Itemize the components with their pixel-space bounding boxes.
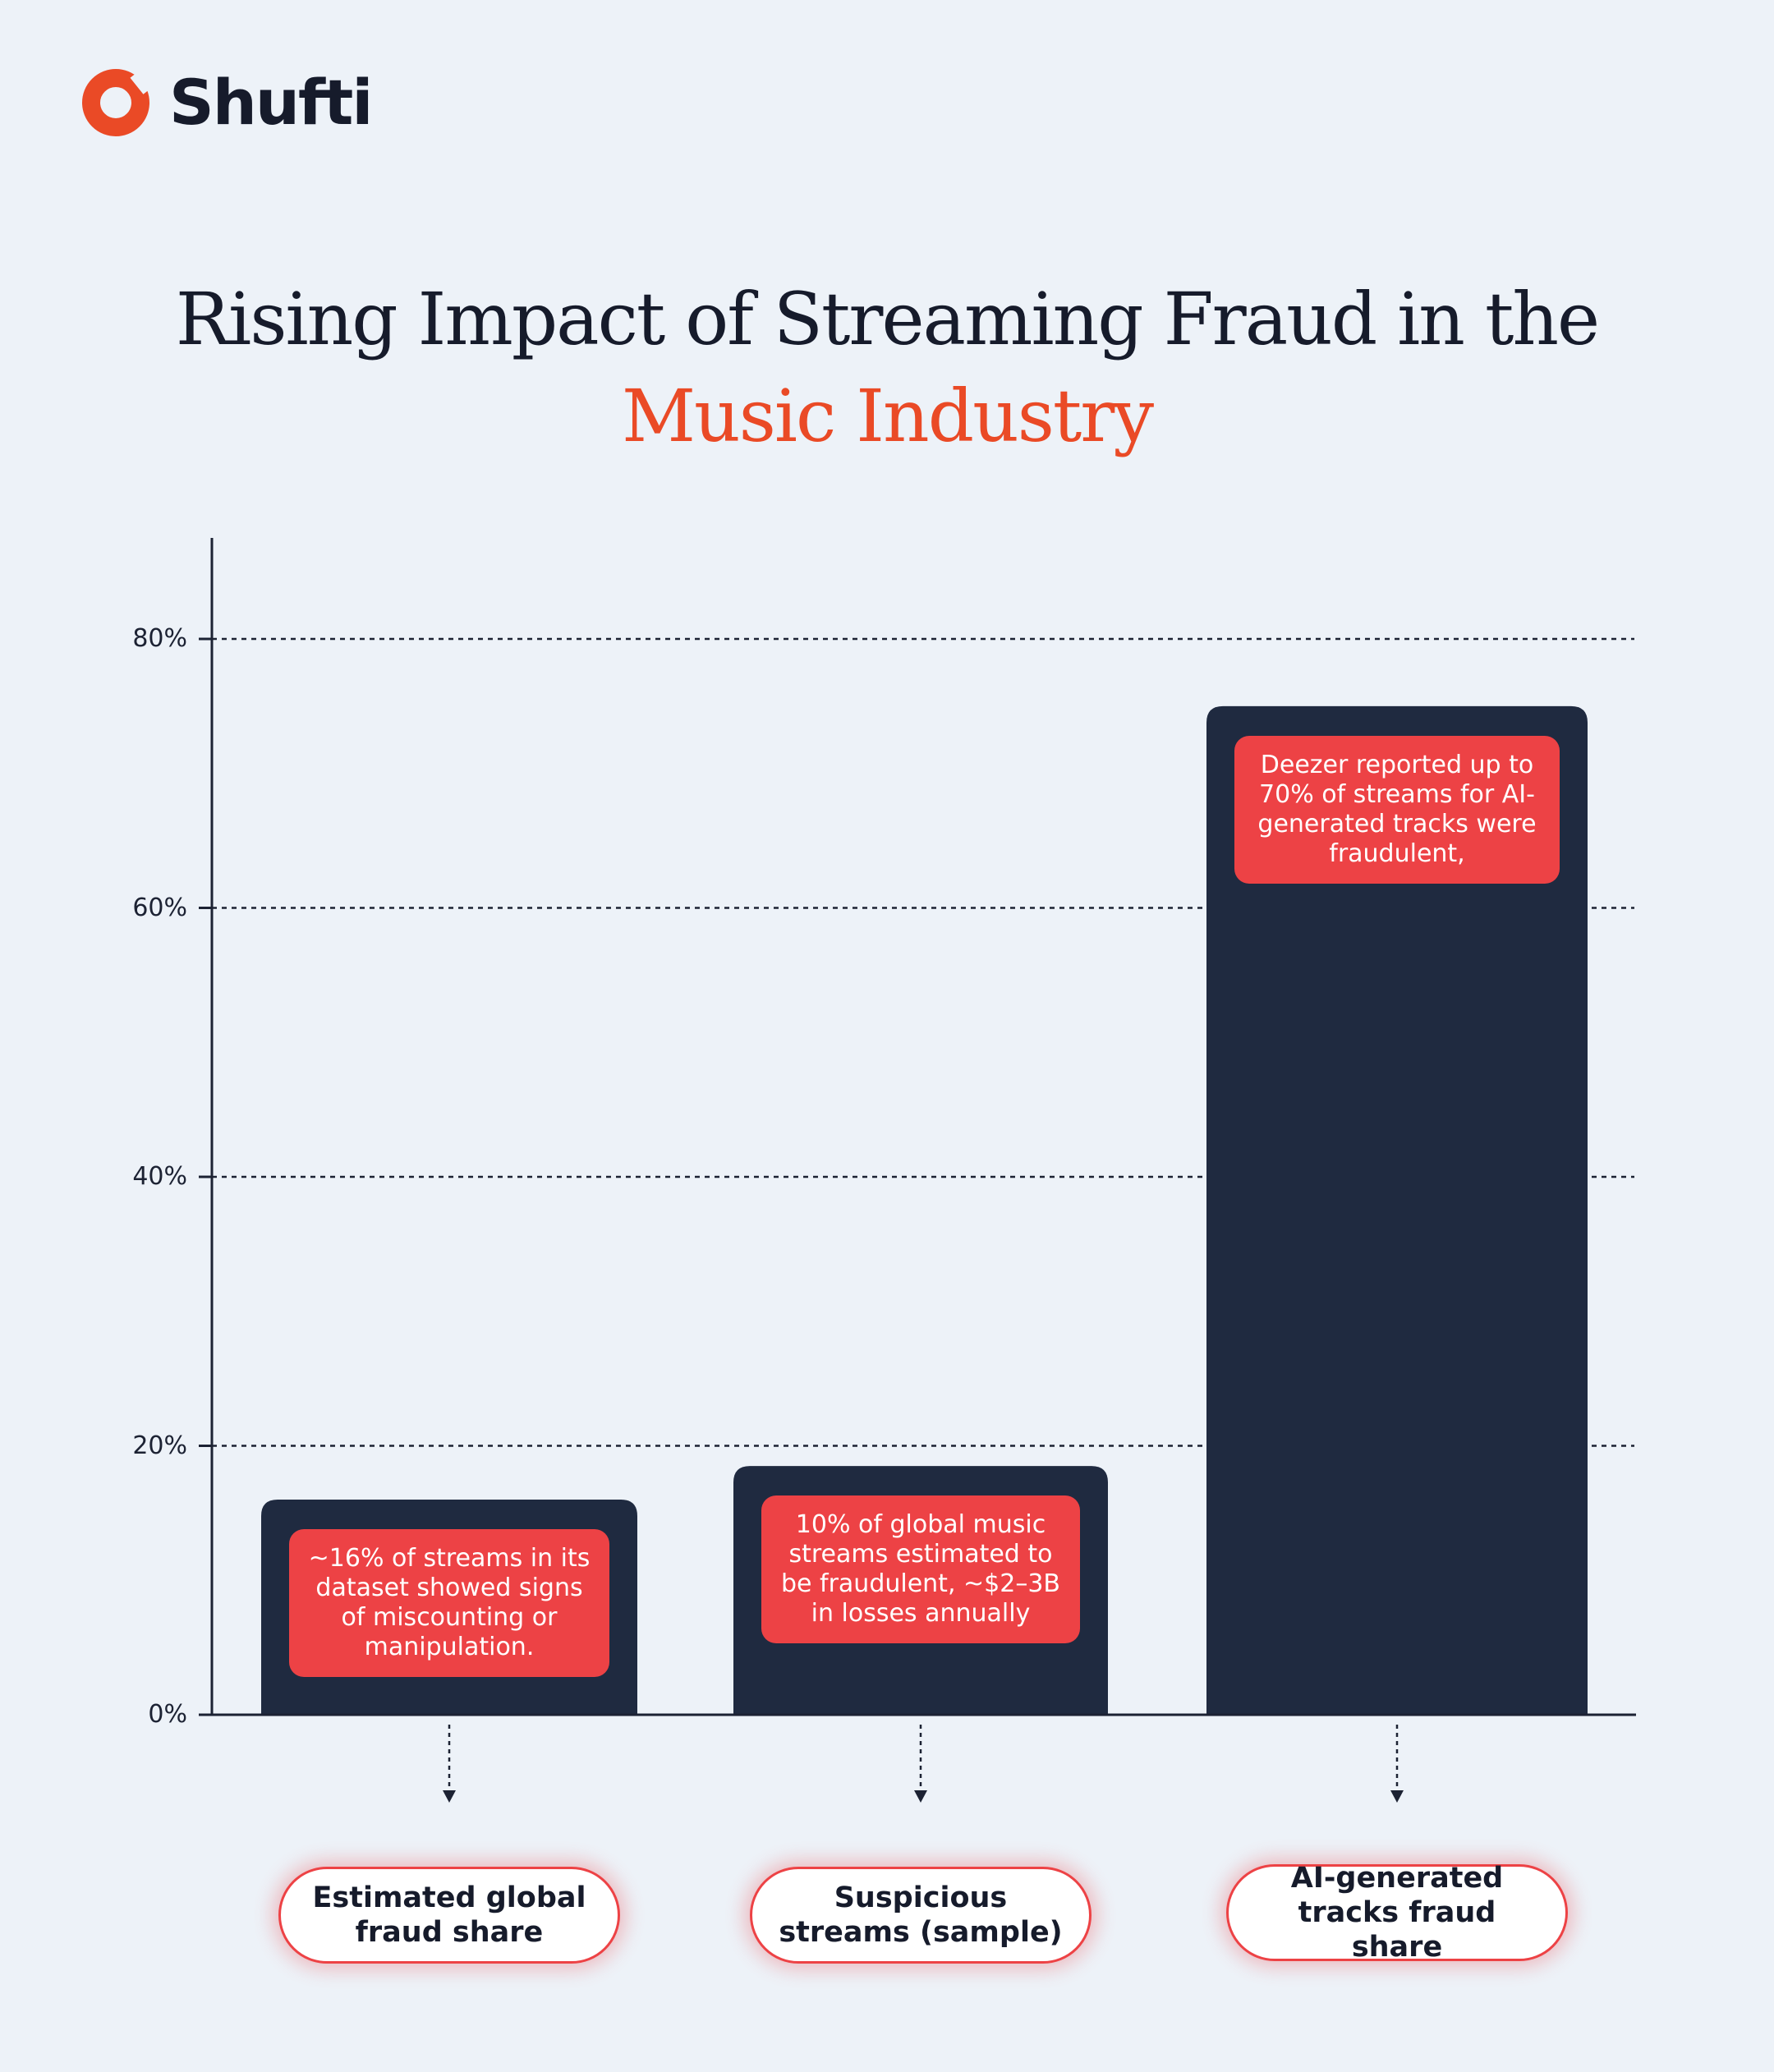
shufti-logo: Shufti — [80, 66, 373, 139]
shufti-logo-icon — [82, 68, 149, 136]
y-tick-label: 0% — [148, 1700, 187, 1729]
bar — [1206, 705, 1588, 1715]
chart-title: Rising Impact of Streaming Fraud in the … — [0, 271, 1774, 465]
brand-name: Shufti — [169, 66, 373, 139]
bar-annotation: 10% of global music streams estimated to… — [761, 1495, 1080, 1644]
arrow-down-icon — [443, 1790, 456, 1803]
y-tick-label: 20% — [132, 1431, 187, 1460]
bar-annotation: ~16% of streams in its dataset showed si… — [289, 1529, 609, 1677]
y-tick-label: 80% — [132, 624, 187, 653]
arrow-down-icon — [1390, 1790, 1404, 1803]
y-tick-label: 40% — [132, 1162, 187, 1191]
category-label: Suspicious streams (sample) — [750, 1867, 1092, 1964]
category-label: AI-generated tracks fraud share — [1226, 1862, 1568, 1964]
y-tick-label: 60% — [132, 893, 187, 922]
title-line-1: Rising Impact of Streaming Fraud in the — [175, 277, 1600, 361]
category-label: Estimated global fraud share — [278, 1867, 620, 1964]
title-line-2: Music Industry — [621, 374, 1154, 458]
arrow-down-icon — [914, 1790, 927, 1803]
bar-annotation: Deezer reported up to 70% of streams for… — [1234, 735, 1560, 884]
